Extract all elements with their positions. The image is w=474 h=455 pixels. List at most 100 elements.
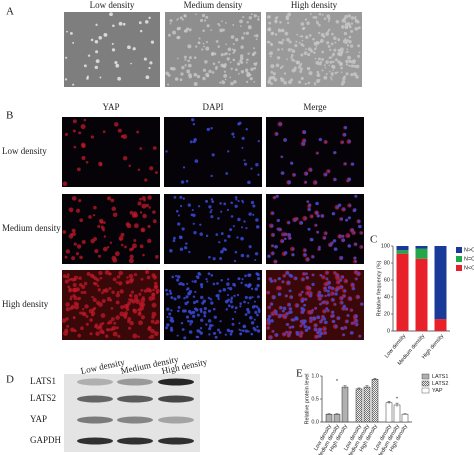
fluorescence-image (62, 117, 160, 187)
nucleus (227, 234, 231, 238)
cell (257, 15, 260, 18)
cell (196, 75, 201, 79)
nucleus (311, 255, 315, 259)
nucleus (188, 250, 191, 254)
nucleus (203, 314, 207, 318)
nucleus (241, 329, 245, 332)
cell (325, 31, 330, 36)
cell (239, 19, 243, 24)
yap-signal (97, 254, 102, 258)
nucleus (207, 309, 212, 313)
nucleus (168, 312, 172, 316)
yap-signal (153, 331, 159, 337)
cell (299, 70, 303, 73)
cell (330, 72, 334, 76)
cell (221, 20, 223, 22)
nucleus (302, 130, 307, 134)
bar-segment (396, 253, 409, 331)
cell (305, 35, 309, 39)
cell (284, 31, 289, 36)
cell (187, 59, 191, 63)
cell (279, 21, 282, 24)
cell (350, 72, 354, 77)
cell (330, 78, 333, 81)
cell (167, 73, 171, 77)
yap-signal (129, 210, 134, 215)
yap-signal (102, 288, 107, 293)
cell (215, 68, 218, 71)
nucleus (319, 320, 323, 324)
yap-signal (129, 320, 134, 326)
yap-signal (151, 273, 156, 278)
cell (325, 73, 328, 75)
nucleus (286, 322, 290, 326)
band (117, 437, 153, 445)
nucleus (270, 302, 274, 306)
nucleus (187, 319, 190, 323)
nucleus (176, 275, 181, 279)
cell (357, 54, 361, 58)
nucleus (358, 334, 362, 338)
nucleus (314, 327, 318, 332)
cell (268, 21, 272, 25)
nucleus (186, 282, 189, 285)
nucleus (193, 279, 197, 284)
bar (341, 386, 349, 423)
nucleus (213, 315, 217, 319)
nucleus (317, 293, 322, 298)
yap-signal (85, 322, 89, 326)
yap-signal (151, 302, 157, 308)
cell (172, 67, 176, 71)
nucleus (256, 295, 260, 299)
error-bar (335, 413, 339, 415)
nucleus (329, 243, 333, 247)
yap-signal (148, 289, 152, 293)
cell (219, 81, 222, 84)
nucleus (337, 281, 340, 284)
cell (277, 48, 280, 51)
cell (250, 67, 254, 71)
nucleus (252, 213, 255, 216)
yap-signal (95, 331, 100, 336)
yap-signal (139, 197, 142, 201)
nucleus (223, 202, 227, 206)
nucleus (237, 199, 240, 203)
yap-signal (72, 119, 77, 124)
yap-signal (94, 282, 98, 286)
nucleus (321, 301, 325, 305)
nucleus (222, 287, 227, 292)
nucleus (321, 214, 325, 218)
nucleus (344, 326, 348, 330)
yap-signal (145, 203, 149, 208)
yap-signal (65, 249, 71, 254)
cell (346, 48, 349, 51)
yap-signal (71, 256, 76, 261)
nucleus (206, 127, 211, 132)
nucleus (219, 257, 223, 261)
nucleus (347, 177, 352, 182)
nucleus (295, 330, 300, 335)
nucleus (185, 315, 190, 319)
nucleus (195, 308, 199, 312)
bar-segment (396, 250, 409, 254)
nucleus (179, 247, 184, 251)
nucleus (333, 247, 338, 251)
nucleus (268, 320, 271, 324)
nucleus (307, 207, 311, 212)
nucleus (239, 305, 242, 308)
nucleus (276, 194, 279, 198)
cell (327, 17, 331, 21)
nucleus (215, 233, 219, 236)
cell (302, 44, 305, 47)
nucleus (282, 309, 285, 313)
yap-signal (120, 243, 124, 247)
nucleus (315, 211, 319, 214)
nucleus (318, 327, 323, 332)
nucleus (231, 317, 235, 321)
nucleus (354, 242, 358, 246)
cell (117, 76, 122, 81)
cell (240, 70, 245, 74)
nucleus (348, 296, 352, 301)
nucleus (187, 309, 192, 314)
